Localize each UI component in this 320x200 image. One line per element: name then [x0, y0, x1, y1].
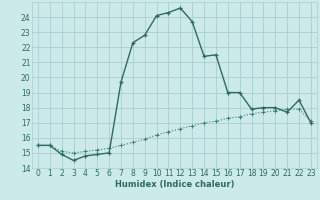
X-axis label: Humidex (Indice chaleur): Humidex (Indice chaleur)	[115, 180, 234, 189]
